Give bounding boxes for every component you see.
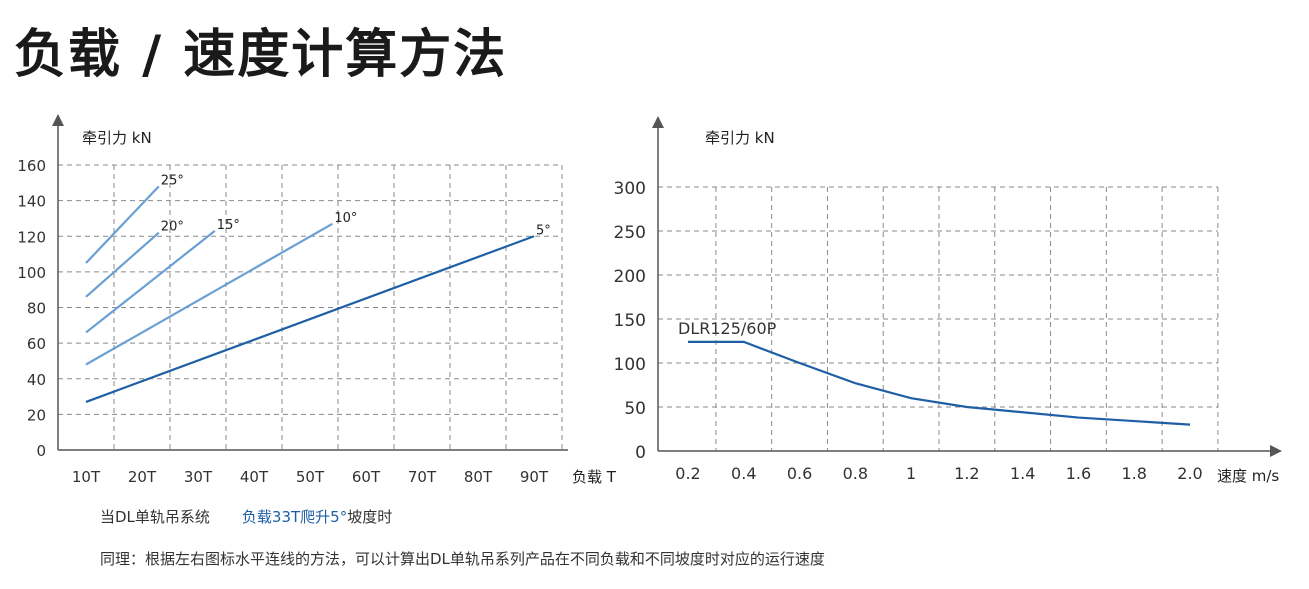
y-tick-label: 20	[27, 406, 46, 424]
x-tick-label: 50T	[296, 468, 325, 486]
series-line	[85, 231, 160, 298]
example-note-suffix: 坡度时	[347, 508, 393, 526]
series-label: 25°	[161, 173, 184, 188]
x-tick-label: 70T	[408, 468, 437, 486]
y-tick-label: 0	[36, 442, 46, 460]
series-line	[688, 340, 1191, 426]
x-tick-label: 1.2	[954, 464, 979, 483]
traction-load-chart: 0 20 40 60 80 100 120 140 160 10T 20T 30T 40T 50T 60T 7…	[17, 114, 617, 486]
y-tick-label: 100	[17, 264, 46, 282]
series-label: 20°	[161, 220, 184, 235]
x-tick-label: 2.0	[1177, 464, 1202, 483]
example-note-system: 当DL单轨吊系统	[100, 508, 210, 526]
x-tick-label: 40T	[240, 468, 269, 486]
x-tick-label: 30T	[184, 468, 213, 486]
series-label: 5°	[536, 223, 551, 238]
x-tick-label: 60T	[352, 468, 381, 486]
example-note: 当DL单轨吊系统 负载33T爬升5°坡度时	[100, 506, 392, 527]
y-tick-label: 300	[614, 179, 646, 199]
x-tick-label: 1.6	[1066, 464, 1091, 483]
x-axis-title: 速度 m/s	[1217, 467, 1279, 485]
y-tick-label: 120	[17, 228, 46, 246]
x-tick-label: 10T	[72, 468, 101, 486]
x-tick-label: 0.8	[843, 464, 868, 483]
x-tick-label: 1.8	[1121, 464, 1146, 483]
series-line	[85, 230, 216, 334]
x-tick-label: 0.2	[675, 464, 700, 483]
example-note-highlight: 负载33T爬升5°	[241, 508, 348, 526]
y-tick-label: 160	[17, 157, 46, 175]
series-line	[85, 222, 333, 366]
y-tick-label: 100	[614, 355, 646, 375]
x-tick-label: 20T	[128, 468, 157, 486]
y-tick-label: 60	[27, 335, 46, 353]
y-tick-label: 80	[27, 300, 46, 318]
y-axis-title: 牵引力 kN	[82, 129, 152, 147]
x-tick-label: 80T	[464, 468, 493, 486]
y-tick-label: 250	[614, 223, 646, 243]
x-tick-label: 90T	[520, 468, 549, 486]
series-label: 15°	[217, 218, 240, 233]
x-tick-label: 1	[906, 464, 916, 483]
series-line	[85, 235, 535, 403]
traction-speed-chart: 0 50 100 150 200 250 300 0.2 0.4 0.6 0.8 1 1.2 1.4 1.6…	[614, 116, 1282, 485]
x-tick-label: 1.4	[1010, 464, 1035, 483]
y-tick-label: 40	[27, 371, 46, 389]
method-note: 同理：根据左右图标水平连线的方法，可以计算出DL单轨吊系列产品在不同负载和不同坡…	[100, 550, 825, 568]
x-tick-label: 0.6	[787, 464, 812, 483]
y-tick-label: 140	[17, 193, 46, 211]
y-tick-label: 200	[614, 267, 646, 287]
y-axis-title: 牵引力 kN	[705, 129, 775, 147]
x-axis-title: 负载 T	[572, 468, 617, 486]
y-tick-label: 150	[614, 311, 646, 331]
series-label: 10°	[334, 211, 357, 226]
series-line	[85, 185, 160, 264]
y-tick-label: 50	[624, 399, 646, 419]
x-tick-label: 0.4	[731, 464, 756, 483]
series-label: DLR125/60P	[678, 319, 777, 338]
y-tick-label: 0	[635, 443, 646, 463]
page-title: 负载 / 速度计算方法	[14, 25, 508, 85]
